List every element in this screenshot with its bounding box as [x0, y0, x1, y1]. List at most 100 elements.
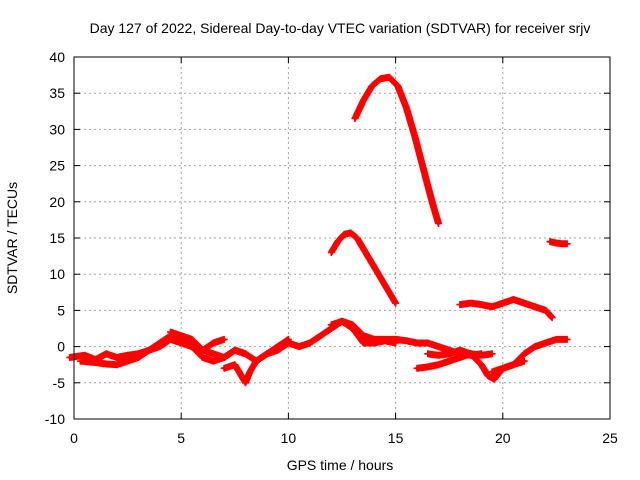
data-points-layer: [66, 73, 571, 387]
x-tick-label: 15: [388, 430, 404, 446]
data-point: [544, 308, 548, 312]
y-tick-label: 30: [49, 121, 65, 137]
data-point: [115, 355, 119, 359]
data-point: [370, 84, 374, 88]
data-point: [486, 374, 490, 378]
data-point: [201, 355, 205, 359]
data-point: [147, 348, 151, 352]
data-point: [286, 341, 290, 345]
data-point: [421, 167, 425, 171]
data-point: [436, 363, 440, 367]
data-markers: [351, 73, 442, 227]
data-point: [355, 236, 359, 240]
data-point: [479, 353, 483, 357]
data-point: [248, 370, 252, 374]
chart-grid: [74, 57, 610, 419]
data-markers: [488, 335, 571, 376]
data-point: [522, 301, 526, 305]
data-point: [458, 348, 462, 352]
data-point: [404, 106, 408, 110]
chart-title: Day 127 of 2022, Sidereal Day-to-day VTE…: [90, 20, 591, 36]
data-point: [436, 345, 440, 349]
data-point: [458, 355, 462, 359]
data-point: [447, 352, 451, 356]
data-point: [179, 341, 183, 345]
y-tick-label: 15: [49, 230, 65, 246]
data-point: [233, 363, 237, 367]
data-point: [544, 341, 548, 345]
series-arc-6: [327, 317, 400, 347]
y-tick-label: -10: [45, 411, 65, 427]
data-point: [276, 345, 280, 349]
data-point: [104, 352, 108, 356]
data-point: [554, 337, 558, 341]
series-arc-4: [220, 335, 292, 387]
data-point: [548, 240, 552, 244]
y-tick-label: 40: [49, 49, 65, 65]
data-point: [512, 298, 516, 302]
data-point: [379, 77, 383, 81]
data-point: [561, 242, 565, 246]
data-point: [492, 377, 496, 381]
data-point: [522, 352, 526, 356]
data-point: [426, 352, 430, 356]
data-point: [415, 366, 419, 370]
data-point: [222, 366, 226, 370]
data-point: [244, 352, 248, 356]
data-point: [353, 117, 357, 121]
data-point: [381, 279, 385, 283]
data-point: [239, 374, 243, 378]
data-point: [554, 241, 558, 245]
y-tick-label: -5: [53, 375, 66, 391]
data-point: [426, 341, 430, 345]
data-point: [265, 352, 269, 356]
data-point: [447, 359, 451, 363]
data-point: [479, 363, 483, 367]
data-point: [233, 348, 237, 352]
data-point: [490, 305, 494, 309]
data-point: [158, 345, 162, 349]
series-arc-13: [546, 238, 571, 248]
data-point: [565, 337, 569, 341]
data-point: [361, 98, 365, 102]
data-point: [372, 341, 376, 345]
data-point: [319, 334, 323, 338]
y-axis-label: SDTVAR / TECUs: [4, 182, 20, 294]
y-tick-label: 10: [49, 266, 65, 282]
data-point: [179, 334, 183, 338]
y-tick-label: 25: [49, 158, 65, 174]
data-point: [336, 240, 340, 244]
data-point: [190, 345, 194, 349]
data-point: [222, 337, 226, 341]
data-point: [340, 319, 344, 323]
data-point: [349, 231, 353, 235]
data-point: [361, 341, 365, 345]
data-point: [126, 353, 130, 357]
data-point: [387, 75, 391, 79]
data-point: [342, 232, 346, 236]
x-tick-label: 5: [177, 430, 185, 446]
data-point: [222, 355, 226, 359]
axis-ticks: 0 5 10 15 20 25 -10 -5 0 5 10 15 20 25 30 35 40: [45, 49, 618, 446]
data-point: [104, 362, 108, 366]
data-point: [533, 345, 537, 349]
data-point: [136, 355, 140, 359]
data-point: [479, 303, 483, 307]
data-point: [458, 303, 462, 307]
series-arc-7: [327, 229, 400, 307]
data-point: [387, 290, 391, 294]
series-arc-8: [351, 73, 442, 227]
data-point: [469, 352, 473, 356]
data-point: [512, 363, 516, 367]
data-point: [501, 366, 505, 370]
data-point: [308, 341, 312, 345]
data-point: [78, 359, 82, 363]
data-point: [168, 337, 172, 341]
data-point: [361, 334, 365, 338]
data-point: [396, 84, 400, 88]
data-point: [211, 359, 215, 363]
data-point: [394, 301, 398, 305]
y-tick-label: 0: [57, 339, 65, 355]
y-tick-label: 5: [57, 302, 65, 318]
